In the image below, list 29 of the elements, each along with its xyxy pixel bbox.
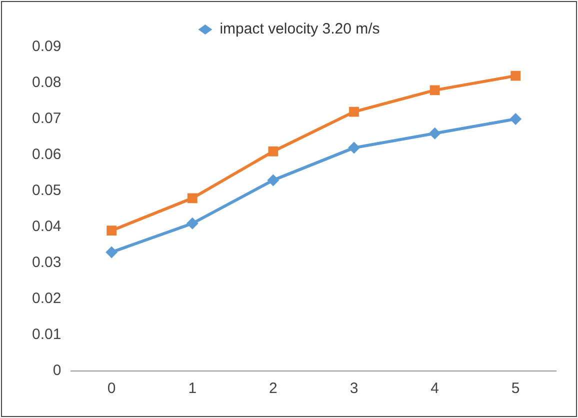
x-tick-label: 4 xyxy=(430,380,439,398)
x-tick-label: 3 xyxy=(350,380,358,398)
y-tick-label: 0.09 xyxy=(32,38,62,56)
point xyxy=(186,217,198,230)
y-tick-label: 0.06 xyxy=(32,146,62,164)
point xyxy=(348,142,360,154)
y-tick-label: 0.07 xyxy=(32,110,62,128)
point xyxy=(428,127,441,140)
y-tick-label: 0.08 xyxy=(32,74,62,92)
x-tick-label: 2 xyxy=(269,380,278,398)
point xyxy=(267,174,280,186)
y-tick-label: 0.03 xyxy=(32,254,62,272)
x-tick-label: 5 xyxy=(511,380,520,398)
point xyxy=(510,70,521,81)
x-tick-label: 0 xyxy=(107,380,116,398)
legend-label: impact velocity 3.20 m/s xyxy=(220,20,380,38)
y-tick-label: 0.02 xyxy=(32,290,62,308)
point xyxy=(106,246,118,258)
point xyxy=(106,226,117,236)
x-tick-label: 1 xyxy=(188,380,197,398)
point xyxy=(268,146,278,156)
point xyxy=(187,193,198,204)
point xyxy=(349,106,359,117)
y-tick-label: 0.01 xyxy=(32,326,62,344)
y-tick-label: 0 xyxy=(52,362,62,380)
y-tick-label: 0.05 xyxy=(32,182,62,200)
point xyxy=(510,113,522,125)
point xyxy=(430,85,440,96)
y-tick-label: 0.04 xyxy=(32,218,62,236)
